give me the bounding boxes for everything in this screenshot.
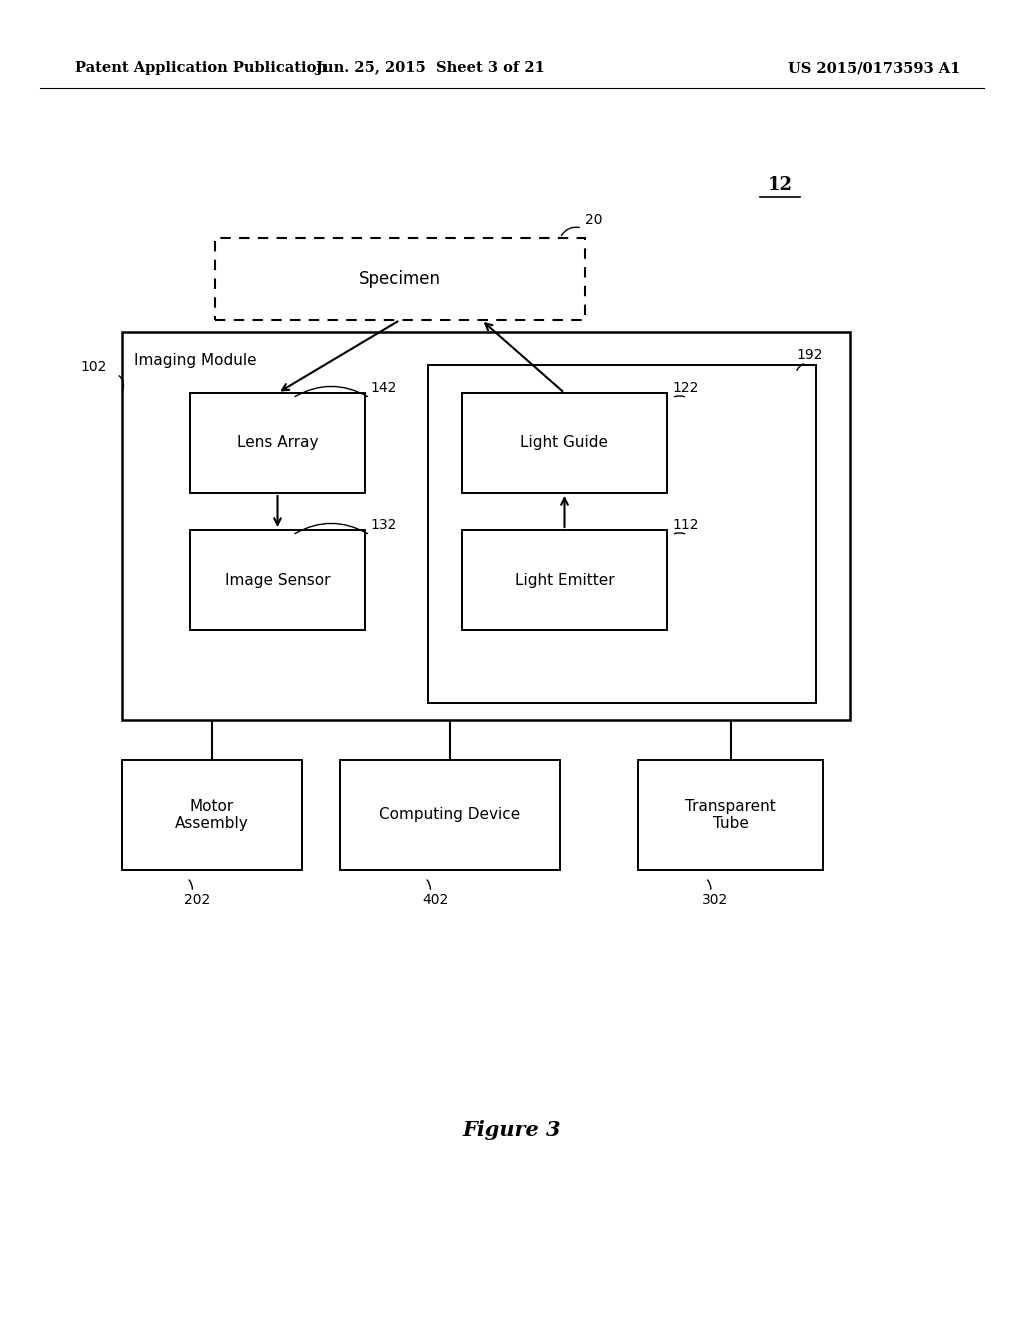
Bar — [215, 238, 585, 319]
Bar — [428, 366, 816, 704]
Text: 112: 112 — [672, 517, 698, 532]
Bar — [190, 531, 365, 630]
Text: 302: 302 — [702, 894, 729, 907]
Bar — [462, 393, 667, 492]
Text: 202: 202 — [184, 894, 210, 907]
Bar — [190, 393, 365, 492]
Text: Specimen: Specimen — [359, 271, 441, 288]
Text: Patent Application Publication: Patent Application Publication — [75, 61, 327, 75]
Text: Light Emitter: Light Emitter — [515, 573, 614, 587]
Text: Computing Device: Computing Device — [379, 808, 520, 822]
Bar — [122, 760, 302, 870]
Text: Lens Array: Lens Array — [237, 436, 318, 450]
Text: 132: 132 — [370, 517, 396, 532]
Text: Image Sensor: Image Sensor — [224, 573, 331, 587]
Text: Figure 3: Figure 3 — [463, 1119, 561, 1140]
Text: 20: 20 — [585, 213, 602, 227]
Bar — [122, 333, 850, 719]
Text: 402: 402 — [422, 894, 449, 907]
Bar — [462, 531, 667, 630]
Text: 122: 122 — [672, 381, 698, 395]
Text: Light Guide: Light Guide — [520, 436, 608, 450]
Text: 12: 12 — [768, 176, 793, 194]
Text: 142: 142 — [370, 381, 396, 395]
Text: US 2015/0173593 A1: US 2015/0173593 A1 — [787, 61, 961, 75]
Bar — [340, 760, 560, 870]
Bar — [638, 760, 823, 870]
Text: Jun. 25, 2015  Sheet 3 of 21: Jun. 25, 2015 Sheet 3 of 21 — [315, 61, 545, 75]
Text: Imaging Module: Imaging Module — [134, 352, 257, 367]
Text: 192: 192 — [796, 348, 822, 362]
Text: Transparent
Tube: Transparent Tube — [685, 799, 776, 832]
Text: 102: 102 — [81, 360, 106, 374]
Text: Motor
Assembly: Motor Assembly — [175, 799, 249, 832]
